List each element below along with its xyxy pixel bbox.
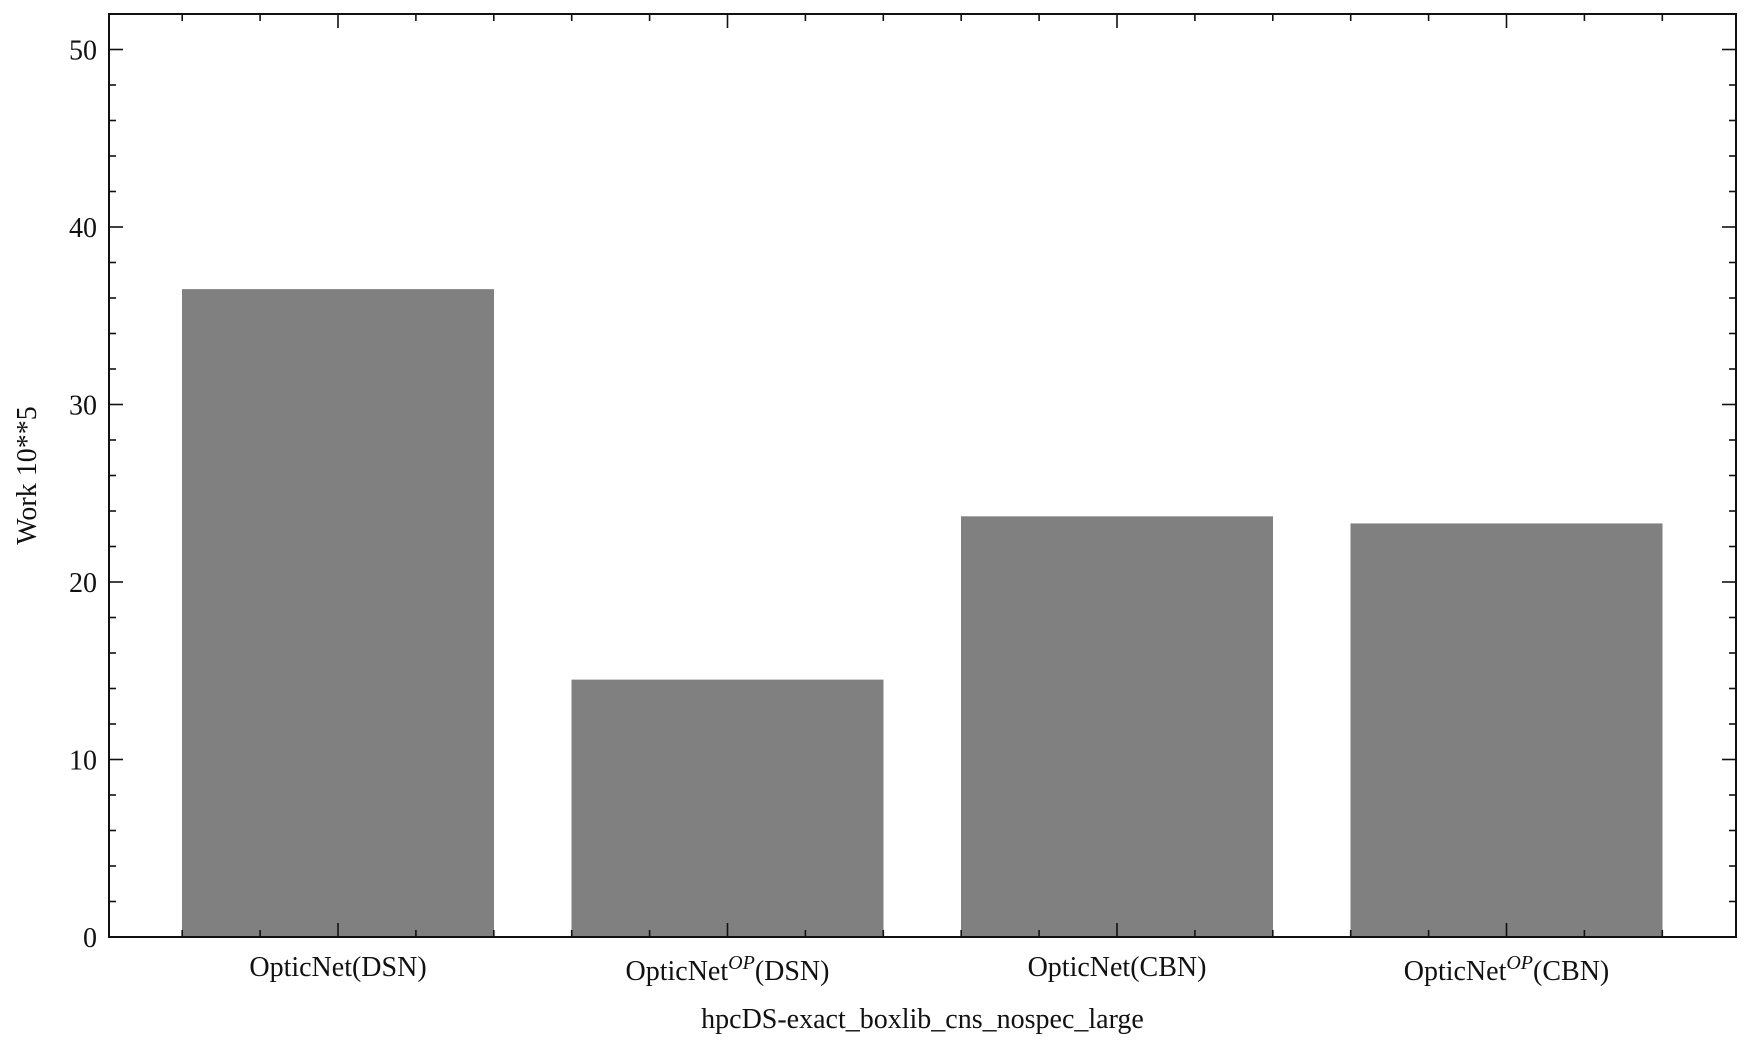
bar-1 xyxy=(571,679,884,937)
y-tick-labels: 0 10 20 30 40 50 xyxy=(69,36,97,955)
x-category-label-3: OpticNetOP(CBN) xyxy=(1404,952,1610,987)
y-tick-label: 10 xyxy=(69,746,97,777)
x-category-labels: OpticNet(DSN) OpticNetOP(DSN) OpticNet(CBN… xyxy=(249,952,1609,987)
y-tick-label: 30 xyxy=(69,391,97,422)
bars-group xyxy=(182,289,1663,937)
x-axis-label: hpcDS-exact_boxlib_cns_nospec_large xyxy=(701,1004,1144,1035)
bar-0 xyxy=(182,289,494,937)
y-tick-label: 40 xyxy=(69,213,97,244)
axis-ticks xyxy=(109,13,1736,938)
y-tick-label: 0 xyxy=(83,923,97,954)
y-tick-label: 20 xyxy=(69,568,97,599)
x-category-label-1: OpticNetOP(DSN) xyxy=(626,952,830,987)
y-axis-label: Work 10**5 xyxy=(12,406,43,545)
plot-frame xyxy=(108,13,1737,938)
x-category-label-2: OpticNet(CBN) xyxy=(1028,952,1207,983)
y-tick-label: 50 xyxy=(69,36,97,67)
x-category-label-0: OpticNet(DSN) xyxy=(249,952,426,983)
bar-3 xyxy=(1350,523,1663,937)
bar-2 xyxy=(961,516,1273,937)
